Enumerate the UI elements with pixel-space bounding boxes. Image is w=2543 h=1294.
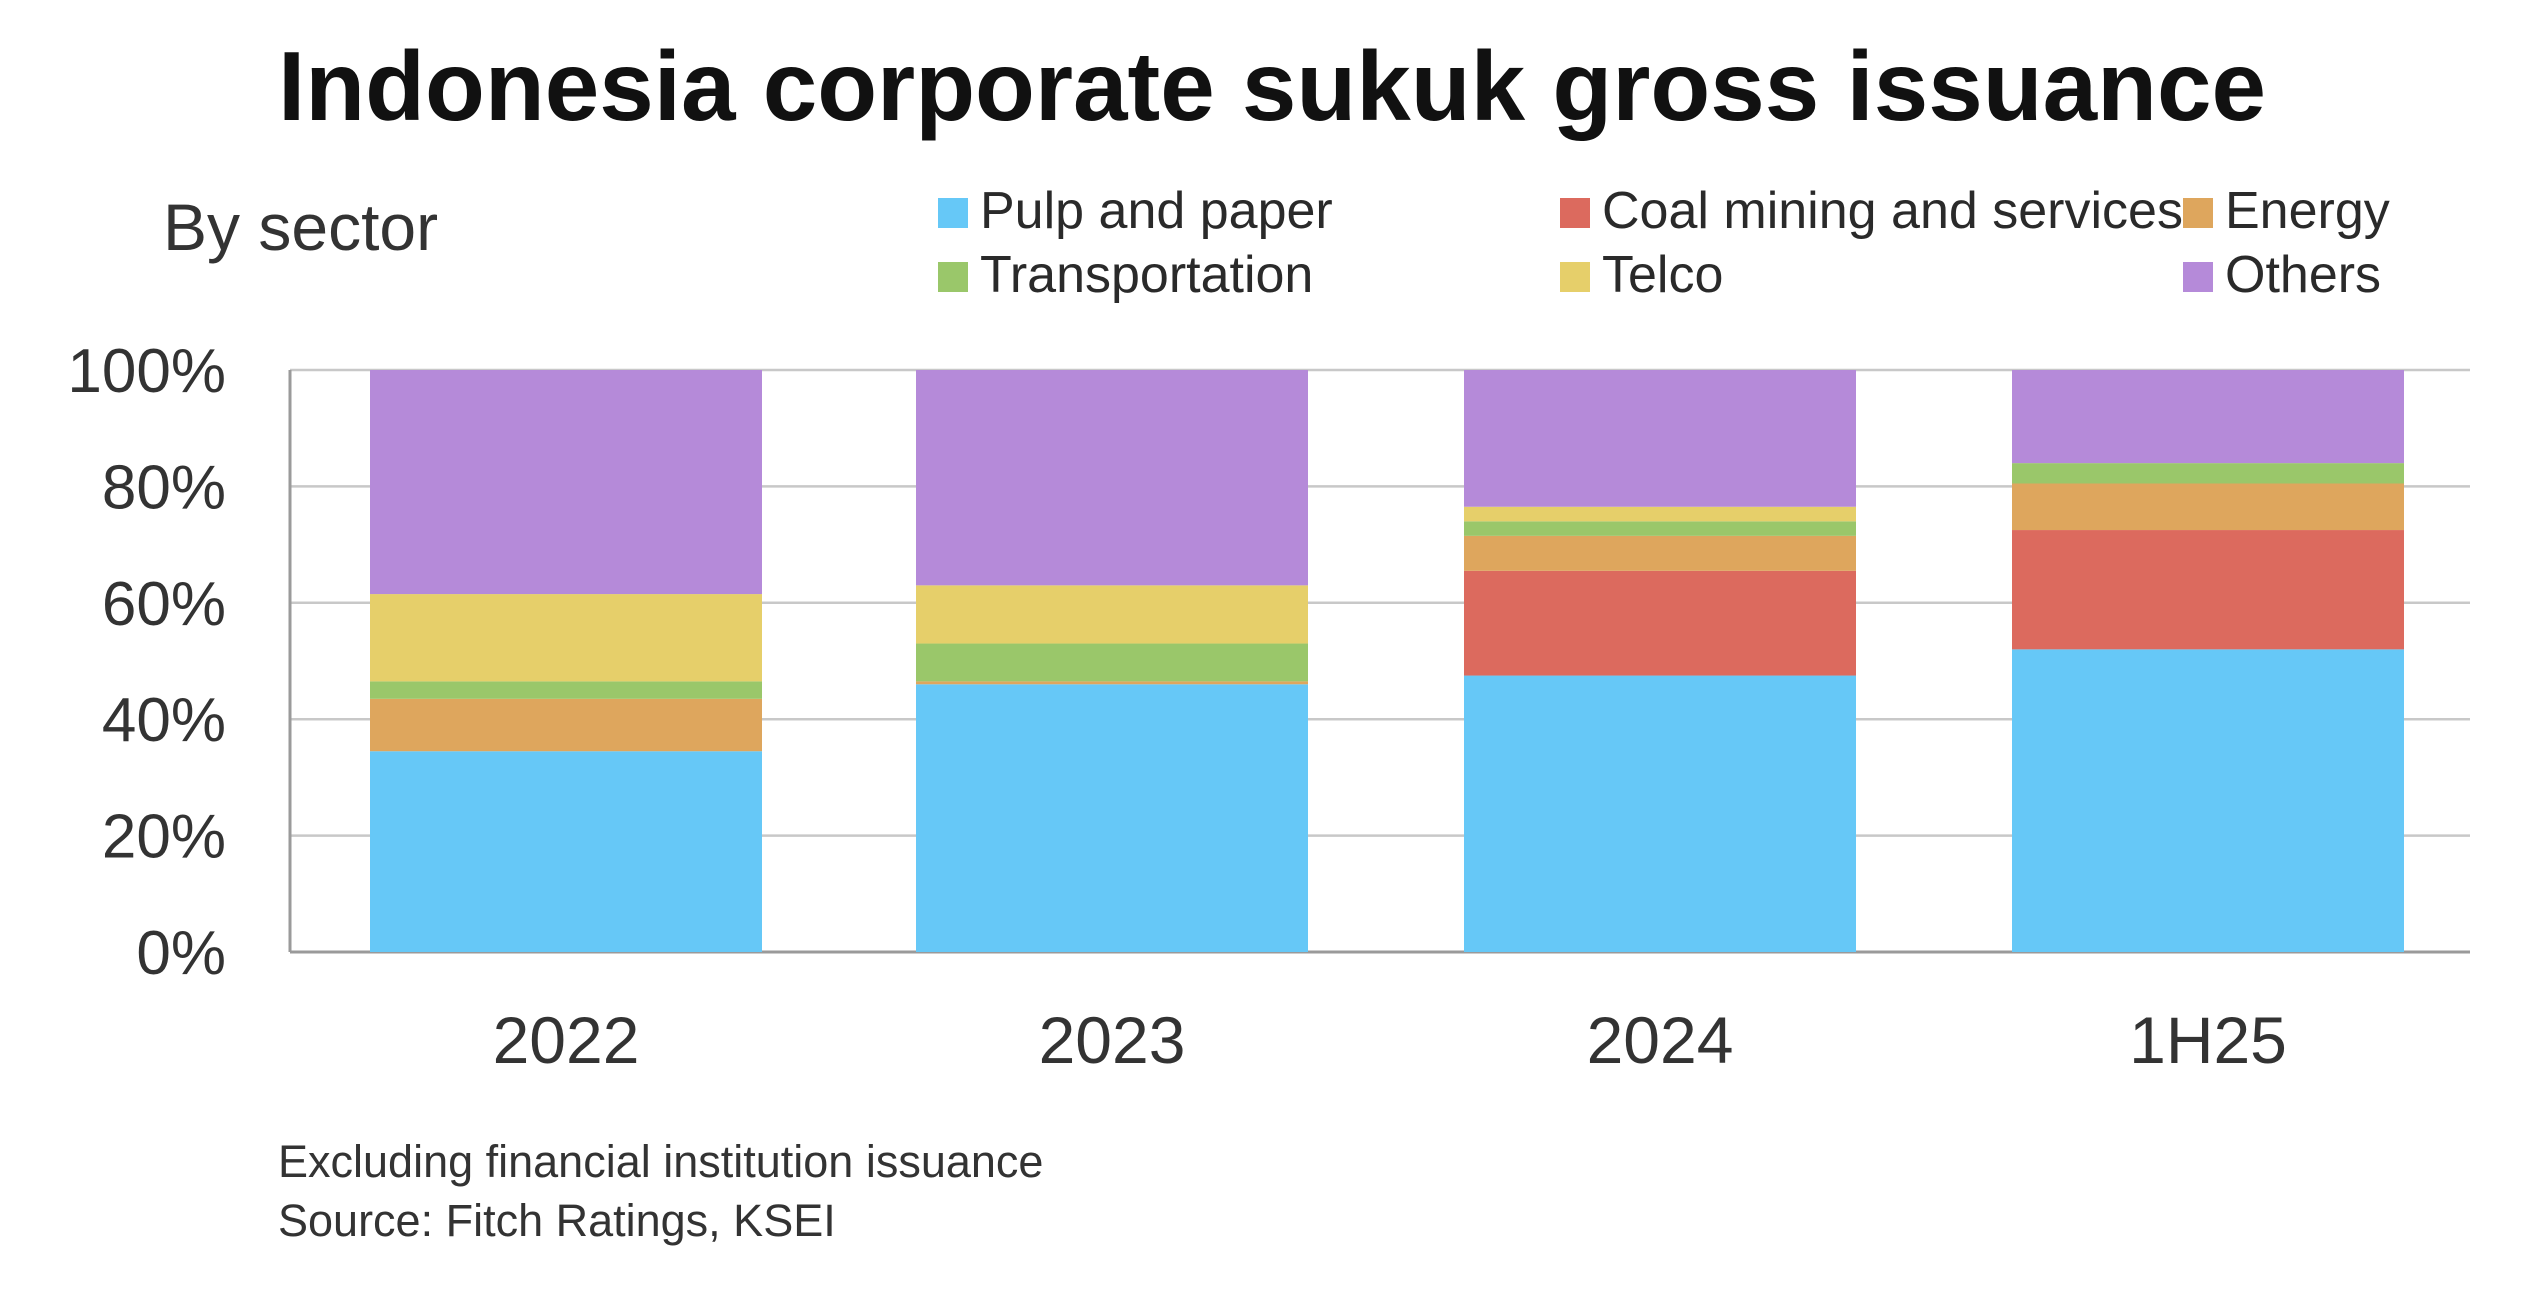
legend-swatch <box>938 262 968 292</box>
legend-label: Pulp and paper <box>980 182 1333 240</box>
bar-transportation-1h25 <box>2012 463 2404 484</box>
x-tick-label: 1H25 <box>2129 1003 2287 1077</box>
bar-others-2022 <box>370 370 762 595</box>
x-tick-label: 2023 <box>1039 1003 1186 1077</box>
chart-title: Indonesia corporate sukuk gross issuance <box>278 31 2266 141</box>
bar-pulp-and-paper-2023 <box>916 684 1308 952</box>
bars <box>370 370 2404 952</box>
legend-item-telco: Telco <box>1560 246 1723 304</box>
y-tick-label: 20% <box>102 803 226 872</box>
y-axis-ticks: 0% 20% 40% 60% 80% 100% <box>67 337 226 988</box>
bar-energy-1h25 <box>2012 483 2404 531</box>
footnote: Excluding financial institution issuance <box>278 1136 1043 1187</box>
bar-stack-2023 <box>916 370 1308 952</box>
bar-transportation-2024 <box>1464 521 1856 536</box>
bar-stack-2022 <box>370 370 762 952</box>
legend-item-transportation: Transportation <box>938 246 1313 304</box>
x-tick-label: 2022 <box>493 1003 640 1077</box>
bar-stack-2024 <box>1464 370 1856 952</box>
bar-transportation-2023 <box>916 643 1308 682</box>
bar-others-1h25 <box>2012 370 2404 464</box>
bar-energy-2024 <box>1464 535 1856 571</box>
bar-others-2024 <box>1464 370 1856 507</box>
legend-label: Transportation <box>980 246 1313 304</box>
bar-stack-1h25 <box>2012 370 2404 952</box>
bar-energy-2023 <box>916 681 1308 685</box>
bar-telco-2022 <box>370 594 762 682</box>
legend-swatch <box>2183 198 2213 228</box>
bar-telco-2024 <box>1464 506 1856 522</box>
bar-telco-2023 <box>916 585 1308 644</box>
legend-swatch <box>938 198 968 228</box>
legend-label: Energy <box>2225 182 2390 240</box>
y-tick-label: 0% <box>136 919 226 988</box>
x-tick-label: 2024 <box>1587 1003 1734 1077</box>
bar-pulp-and-paper-2022 <box>370 751 762 952</box>
y-tick-label: 60% <box>102 570 226 639</box>
legend-swatch <box>1560 262 1590 292</box>
bar-coal-mining-and-services-2024 <box>1464 570 1856 676</box>
bar-others-2023 <box>916 370 1308 586</box>
y-tick-label: 80% <box>102 453 226 522</box>
legend-label: Telco <box>1602 246 1723 304</box>
legend-item-energy: Energy <box>2183 182 2390 240</box>
bar-pulp-and-paper-1h25 <box>2012 649 2404 952</box>
legend-item-others: Others <box>2183 246 2381 304</box>
legend: Pulp and paper Coal mining and services En… <box>938 182 2390 304</box>
y-tick-label: 100% <box>67 337 226 406</box>
bar-energy-2022 <box>370 698 762 752</box>
chart-subtitle: By sector <box>163 190 438 264</box>
x-axis-ticks: 2022 2023 2024 1H25 <box>493 1003 2287 1077</box>
bar-coal-mining-and-services-1h25 <box>2012 530 2404 650</box>
bar-transportation-2022 <box>370 681 762 699</box>
bar-pulp-and-paper-2024 <box>1464 675 1856 952</box>
legend-item-pulp-and-paper: Pulp and paper <box>938 182 1333 240</box>
source-note: Source: Fitch Ratings, KSEI <box>278 1195 836 1246</box>
legend-item-coal-mining-and-services: Coal mining and services <box>1560 182 2183 240</box>
legend-label: Others <box>2225 246 2381 304</box>
legend-swatch <box>1560 198 1590 228</box>
legend-label: Coal mining and services <box>1602 182 2183 240</box>
legend-swatch <box>2183 262 2213 292</box>
y-tick-label: 40% <box>102 686 226 755</box>
